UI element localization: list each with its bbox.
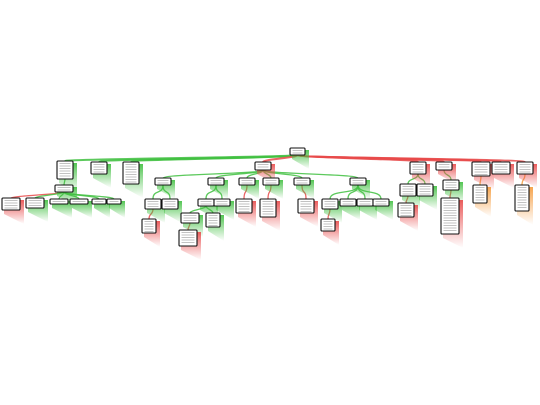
node <box>1 197 21 211</box>
node <box>178 229 198 247</box>
node <box>207 177 225 186</box>
connector <box>130 154 299 163</box>
node <box>397 202 415 218</box>
node <box>259 198 277 218</box>
node <box>297 198 315 214</box>
node <box>399 183 417 197</box>
node <box>293 177 311 186</box>
node-shadow <box>109 201 125 218</box>
node <box>56 160 74 180</box>
node <box>471 161 491 177</box>
node <box>339 198 357 207</box>
node <box>409 161 427 175</box>
node <box>235 198 253 214</box>
node <box>440 197 460 235</box>
node <box>154 177 172 186</box>
node <box>122 161 140 185</box>
node-shadow <box>72 201 92 218</box>
node <box>356 198 374 207</box>
node <box>205 212 221 228</box>
node <box>54 184 74 193</box>
node <box>491 161 511 175</box>
node <box>262 177 280 186</box>
node <box>516 161 534 175</box>
node <box>141 218 157 234</box>
node <box>472 184 488 204</box>
node <box>289 147 306 156</box>
node <box>320 218 336 232</box>
node <box>213 198 231 207</box>
node <box>197 198 215 207</box>
node <box>254 161 272 171</box>
node <box>90 161 108 175</box>
node <box>372 198 390 207</box>
node <box>238 177 256 186</box>
node <box>416 183 434 197</box>
node <box>435 161 453 171</box>
node <box>514 184 530 212</box>
node-shadow <box>94 201 110 218</box>
node <box>349 177 367 186</box>
node-shadow <box>52 201 72 218</box>
